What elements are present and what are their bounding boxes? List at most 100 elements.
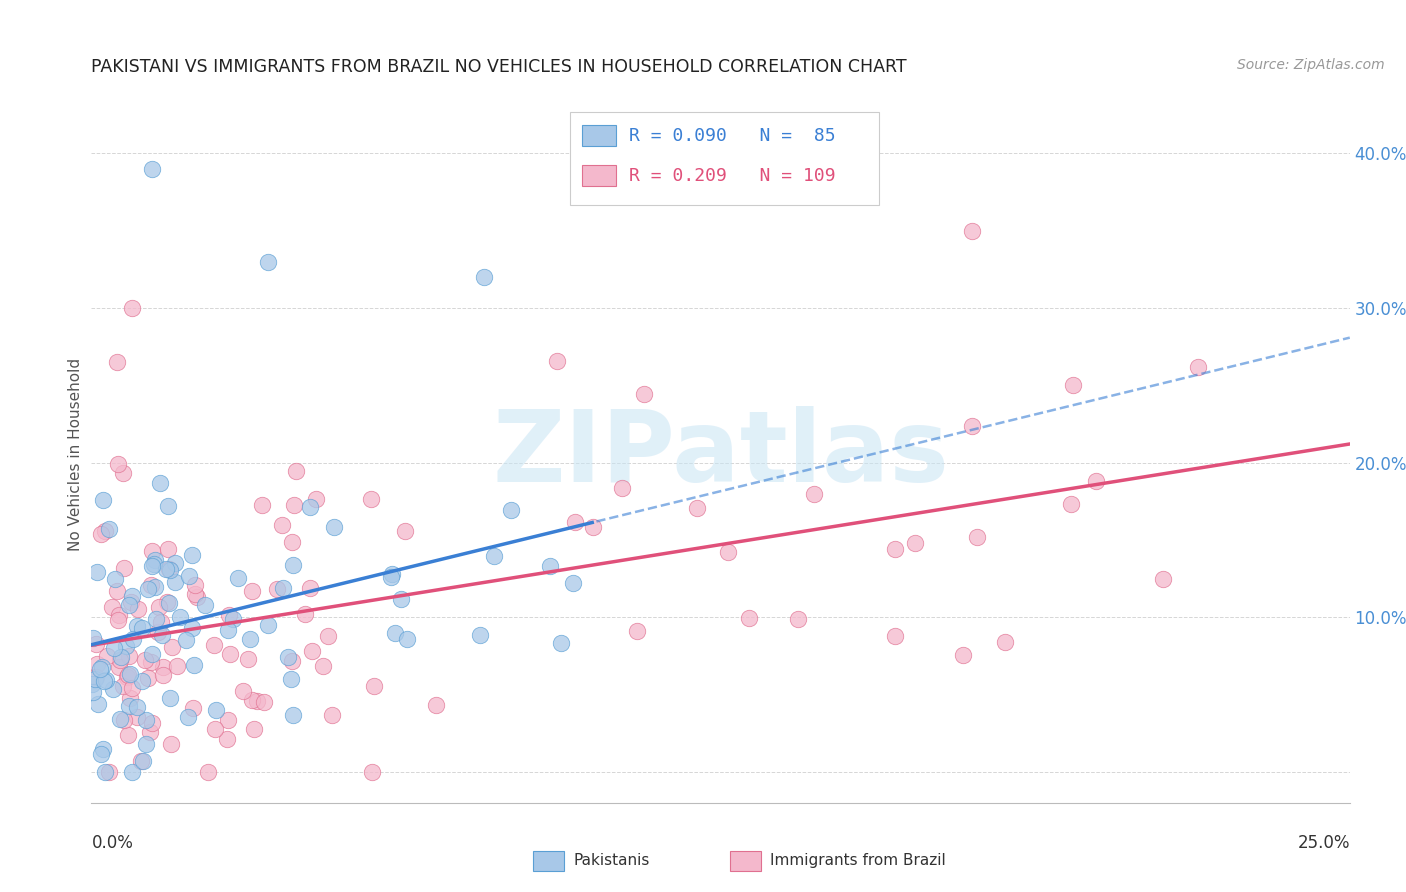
Point	[1152, 572, 1174, 586]
Point	[384, 626, 406, 640]
Point	[91, 741, 114, 756]
Point	[1085, 475, 1108, 489]
Point	[184, 578, 207, 592]
Point	[131, 674, 153, 689]
Point	[204, 722, 226, 736]
Point	[155, 562, 177, 576]
Point	[217, 714, 239, 728]
Point	[226, 571, 249, 585]
Point	[90, 527, 112, 541]
Point	[281, 707, 304, 722]
Point	[321, 707, 343, 722]
Point	[186, 590, 208, 604]
Point	[546, 354, 568, 368]
Point	[96, 673, 118, 687]
Point	[256, 254, 278, 268]
Point	[141, 655, 163, 669]
Point	[131, 621, 153, 635]
Point	[582, 519, 605, 533]
Point	[197, 764, 219, 779]
Point	[127, 602, 149, 616]
Point	[174, 632, 197, 647]
Point	[121, 681, 143, 696]
Point	[148, 625, 170, 640]
Point	[101, 681, 124, 696]
Point	[716, 545, 738, 559]
Point	[127, 700, 149, 714]
Point	[222, 612, 245, 626]
Point	[98, 522, 121, 536]
Point	[110, 649, 132, 664]
Point	[218, 608, 240, 623]
Point	[564, 515, 586, 529]
Point	[121, 764, 143, 779]
Point	[160, 737, 183, 751]
Point	[217, 623, 239, 637]
Point	[194, 599, 217, 613]
Text: Source: ZipAtlas.com: Source: ZipAtlas.com	[1237, 58, 1385, 72]
Point	[538, 559, 561, 574]
Point	[389, 591, 412, 606]
Point	[380, 567, 402, 582]
Point	[305, 491, 328, 506]
Point	[787, 612, 810, 626]
Point	[107, 457, 129, 471]
Point	[994, 634, 1017, 648]
Point	[256, 618, 278, 632]
Point	[395, 632, 418, 646]
Point	[550, 636, 572, 650]
Point	[152, 668, 174, 682]
Point	[738, 611, 761, 625]
Point	[108, 607, 131, 622]
Point	[94, 524, 117, 539]
Point	[952, 648, 974, 662]
Point	[118, 666, 141, 681]
Point	[129, 754, 152, 768]
Point	[280, 673, 302, 687]
Point	[163, 575, 186, 590]
Point	[285, 464, 308, 478]
Point	[204, 702, 226, 716]
Point	[142, 558, 165, 572]
Point	[482, 549, 505, 563]
Point	[93, 674, 115, 689]
Point	[112, 713, 135, 727]
Point	[181, 701, 204, 715]
Point	[90, 747, 112, 762]
Point	[962, 418, 984, 433]
Point	[108, 653, 131, 667]
Point	[1059, 497, 1081, 511]
Point	[468, 628, 491, 642]
Point	[141, 578, 163, 592]
Point	[135, 713, 157, 727]
Point	[803, 487, 825, 501]
Point	[96, 648, 118, 663]
Point	[157, 596, 180, 610]
Point	[1062, 378, 1084, 392]
Point	[561, 576, 583, 591]
Point	[240, 584, 263, 599]
Point	[360, 491, 382, 506]
Y-axis label: No Vehicles in Household: No Vehicles in Household	[67, 359, 83, 551]
Point	[633, 387, 655, 401]
Point	[246, 693, 269, 707]
Point	[135, 737, 157, 751]
Point	[149, 476, 172, 491]
Point	[141, 543, 163, 558]
Point	[127, 710, 149, 724]
Point	[117, 670, 139, 684]
Point	[177, 709, 200, 723]
Text: Immigrants from Brazil: Immigrants from Brazil	[770, 854, 946, 868]
Point	[270, 517, 292, 532]
Point	[425, 698, 447, 712]
Point	[166, 658, 188, 673]
Point	[111, 466, 134, 480]
Point	[180, 548, 202, 562]
Point	[156, 500, 179, 514]
Point	[281, 534, 304, 549]
Point	[253, 695, 276, 709]
Point	[117, 599, 139, 613]
Point	[298, 581, 321, 595]
Point	[294, 607, 316, 621]
Point	[157, 542, 180, 557]
